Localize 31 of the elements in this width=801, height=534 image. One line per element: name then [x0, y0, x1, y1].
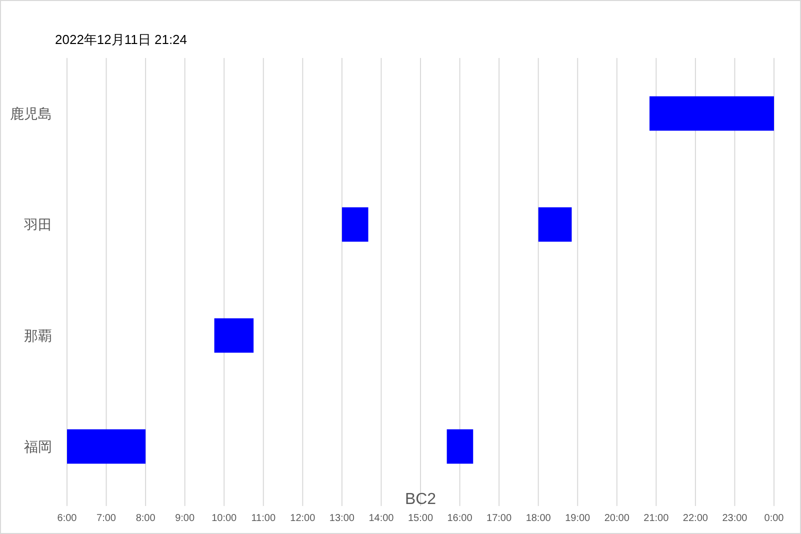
x-tick-label: 20:00 [604, 513, 630, 524]
bar [538, 207, 572, 242]
bar [67, 429, 146, 464]
x-tick-label: 9:00 [175, 513, 195, 524]
x-tick-label: 19:00 [565, 513, 591, 524]
x-tick-label: 17:00 [486, 513, 512, 524]
x-tick-label: 21:00 [644, 513, 670, 524]
x-tick-label: 15:00 [408, 513, 434, 524]
x-tick-label: 6:00 [57, 513, 78, 524]
x-tick-label: 14:00 [368, 513, 394, 524]
x-tick-label: 22:00 [682, 513, 708, 524]
x-tick-label: 7:00 [96, 513, 116, 524]
bar [649, 96, 774, 131]
x-tick-label: 10:00 [212, 513, 238, 524]
x-axis-title: BC2 [404, 491, 436, 508]
y-tick-label: 羽田 [23, 216, 52, 232]
x-tick-label: 11:00 [251, 513, 276, 524]
y-tick-label: 鹿児島 [10, 106, 52, 122]
x-tick-label: 0:00 [764, 513, 784, 524]
bar [342, 207, 368, 242]
bar [446, 429, 474, 464]
y-tick-label: 那覇 [24, 328, 52, 344]
x-tick-label: 23:00 [722, 513, 748, 524]
y-tick-label: 福岡 [24, 438, 52, 454]
chart-title: 2022年12月11日 21:24 [55, 32, 188, 47]
x-tick-label: 8:00 [136, 513, 156, 524]
x-tick-label: 13:00 [329, 513, 355, 524]
x-tick-label: 16:00 [447, 513, 473, 524]
bar [214, 318, 254, 353]
x-tick-label: 18:00 [526, 513, 552, 524]
x-tick-label: 12:00 [290, 513, 316, 524]
